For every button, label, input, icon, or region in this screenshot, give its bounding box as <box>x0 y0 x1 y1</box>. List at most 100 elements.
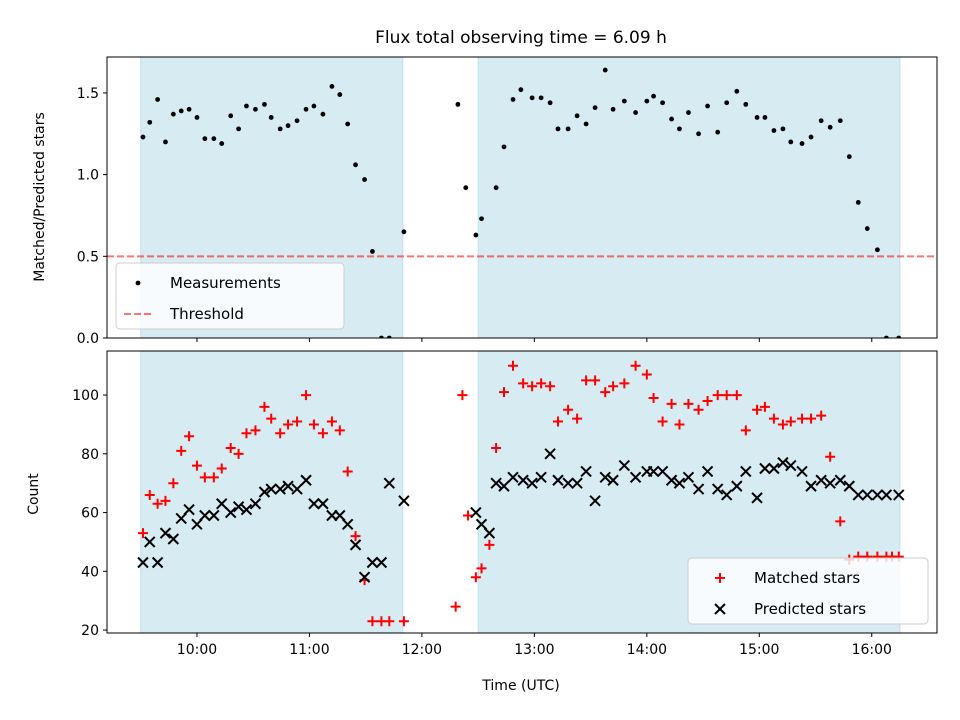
predicted-star-point <box>852 489 864 501</box>
measurement-point <box>362 177 367 182</box>
measurement-point <box>479 216 484 222</box>
measurement-point <box>705 103 710 109</box>
matched-star-point <box>250 425 261 436</box>
measurement-point <box>754 115 760 120</box>
measurement-point <box>202 136 208 142</box>
matched-star-point <box>484 539 495 550</box>
matched-star-point <box>350 531 361 542</box>
plot-panels: 0.0 0.5 1.0 1.5 Measurements Threshold 20 40 60 8… <box>72 56 938 658</box>
y-tick-label: 0.0 <box>77 331 99 347</box>
y-tick-label: 20 <box>81 623 99 639</box>
measurement-point <box>669 116 674 122</box>
measurement-point <box>846 154 852 160</box>
y-tick-label: 1.5 <box>77 86 99 102</box>
x-tick-label: 14:00 <box>627 642 667 658</box>
predicted-star-point <box>711 483 724 495</box>
matched-star-point <box>712 390 723 401</box>
x-tick-label: 15:00 <box>739 642 779 658</box>
legend-label: Measurements <box>170 274 281 292</box>
matched-star-point <box>457 390 468 401</box>
matched-star-point <box>317 428 328 439</box>
matched-star-point <box>499 387 510 398</box>
predicted-star-point <box>824 477 836 489</box>
predicted-star-point <box>759 462 771 475</box>
measurement-point <box>294 118 300 124</box>
predicted-star-point <box>647 465 660 478</box>
predicted-star-point <box>265 483 277 495</box>
predicted-star-point <box>618 459 631 472</box>
predicted-star-point <box>507 471 519 484</box>
predicted-star-point <box>291 483 303 495</box>
matched-star-point <box>683 398 694 409</box>
measurement-point <box>337 92 343 97</box>
measurement-point <box>401 229 407 235</box>
measurement-point <box>734 88 740 94</box>
measurement-point <box>493 185 499 191</box>
measurement-point <box>762 115 768 120</box>
measurement-point <box>253 106 258 112</box>
measurement-point <box>370 249 375 254</box>
measurement-point <box>827 124 833 130</box>
matched-star-point <box>470 572 481 583</box>
matched-star-point <box>536 378 547 389</box>
matched-star-point <box>545 381 556 392</box>
measurement-point <box>268 115 274 120</box>
measurement-point <box>771 128 777 133</box>
legend-label: Threshold <box>169 305 244 323</box>
matched-star-point <box>334 425 345 436</box>
predicted-star-point <box>274 483 286 495</box>
measurement-point <box>644 98 650 104</box>
predicted-star-point <box>673 477 686 489</box>
measurement-point <box>219 141 225 146</box>
legend-predicted-marker <box>714 603 726 615</box>
predicted-star-point <box>580 465 592 478</box>
x-axis-label: Time (UTC) <box>481 678 559 694</box>
matched-star-point <box>491 442 502 453</box>
predicted-star-point <box>544 448 556 460</box>
matched-star-point <box>184 431 195 442</box>
count-panel: 20 40 60 80 100 10:00 11:00 12:00 13:00 14:00 15:0… <box>72 350 938 658</box>
measurement-point <box>808 134 814 140</box>
y-tick-label: 100 <box>72 388 99 404</box>
matched-star-point <box>160 495 171 506</box>
predicted-star-point <box>159 527 172 539</box>
predicted-star-point <box>498 480 510 492</box>
measurement-point <box>228 113 234 119</box>
matched-star-point <box>666 398 677 409</box>
measurement-point <box>686 110 691 115</box>
measurement-point <box>538 95 544 101</box>
legend-box <box>687 557 929 625</box>
predicted-star-point <box>191 518 203 531</box>
matched-star-point <box>176 445 187 456</box>
x-tick-label: 12:00 <box>402 642 442 658</box>
predicted-star-point <box>731 480 743 492</box>
predicted-star-point <box>470 506 482 519</box>
predicted-star-point <box>785 459 797 472</box>
predicted-star-point <box>398 495 410 507</box>
predicted-star-point <box>562 477 574 489</box>
matched-star-point <box>233 448 244 459</box>
matched-star-point <box>208 472 219 483</box>
measurement-point <box>651 93 656 99</box>
predicted-star-point <box>183 503 195 516</box>
matched-star-point <box>292 416 303 427</box>
predicted-star-point <box>517 474 529 486</box>
measurement-point <box>633 110 638 115</box>
predicted-star-point <box>768 462 780 475</box>
matched-star-point <box>266 413 277 424</box>
matched-star-point <box>518 378 529 389</box>
predicted-star-point <box>607 474 619 486</box>
observing-window-1 <box>140 350 404 634</box>
predicted-star-point <box>375 556 388 569</box>
matched-star-point <box>572 413 583 424</box>
matched-star-point <box>785 416 796 427</box>
measurement-point <box>178 108 184 114</box>
measurement-point <box>583 121 589 127</box>
measurement-point <box>211 136 217 142</box>
measurement-point <box>855 200 861 205</box>
predicted-star-point <box>175 512 187 525</box>
measurement-point <box>353 162 358 168</box>
matched-star-point <box>657 416 668 427</box>
predicted-star-point <box>483 527 496 539</box>
